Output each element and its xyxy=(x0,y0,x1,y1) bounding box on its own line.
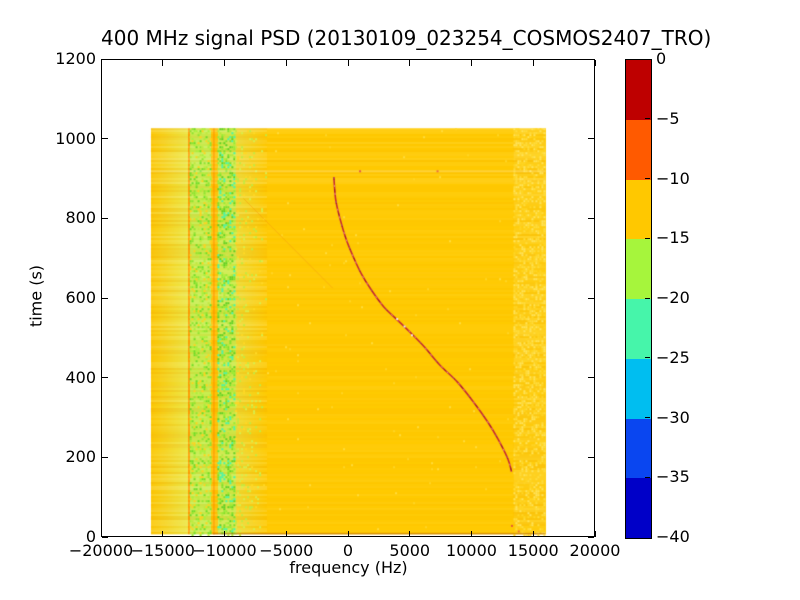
x-tick-top xyxy=(409,60,411,66)
x-tick-label: 5000 xyxy=(389,541,431,560)
colorbar-segment xyxy=(626,119,651,180)
x-tick-label: 15000 xyxy=(507,541,559,560)
colorbar-tick xyxy=(645,417,650,418)
y-tick xyxy=(102,456,108,458)
plot-title: 400 MHz signal PSD (20130109_023254_COSM… xyxy=(101,26,712,50)
y-tick-label: 1200 xyxy=(55,49,96,68)
x-tick-top xyxy=(594,60,596,66)
colorbar-segment xyxy=(626,299,651,359)
colorbar-segment xyxy=(626,60,651,120)
y-tick xyxy=(102,377,108,379)
x-tick xyxy=(224,531,225,537)
x-tick-label: −10000 xyxy=(192,541,257,560)
y-tick xyxy=(102,536,108,538)
colorbar-tick xyxy=(645,237,650,239)
x-tick xyxy=(347,531,349,537)
colorbar-tick xyxy=(645,118,650,120)
colorbar-tick-label: −10 xyxy=(656,168,690,188)
colorbar-tick-label: −15 xyxy=(656,228,690,248)
y-tick xyxy=(102,138,108,140)
x-tick-top xyxy=(224,60,225,66)
x-tick-top xyxy=(100,60,102,66)
x-tick xyxy=(532,531,534,537)
x-tick-top xyxy=(471,60,472,66)
y-tick xyxy=(102,58,108,60)
x-tick-top xyxy=(162,60,164,66)
x-tick xyxy=(162,531,164,537)
y-tick-right xyxy=(588,58,594,60)
colorbar-tick xyxy=(645,476,650,478)
y-tick-label: 800 xyxy=(65,208,96,228)
y-tick-right xyxy=(588,217,594,219)
colorbar-segment xyxy=(626,179,651,240)
colorbar-segment xyxy=(626,358,651,419)
x-tick-label: −20000 xyxy=(68,541,134,560)
colorbar-tick xyxy=(645,178,650,179)
y-tick-label: 200 xyxy=(65,447,96,467)
x-tick-label: 20000 xyxy=(569,541,621,560)
y-tick-right xyxy=(588,377,594,379)
y-tick-label: 600 xyxy=(65,288,96,307)
y-tick-label: 0 xyxy=(85,527,96,546)
x-tick xyxy=(409,531,411,537)
x-tick xyxy=(594,531,596,537)
colorbar-tick-label: −30 xyxy=(656,407,690,427)
y-tick-label: 1000 xyxy=(55,128,96,148)
colorbar-segment xyxy=(626,418,651,479)
y-tick-right xyxy=(588,536,594,538)
y-tick xyxy=(102,217,108,219)
x-axis-label: frequency (Hz) xyxy=(289,558,408,577)
plot-canvas xyxy=(102,60,594,536)
x-tick-top xyxy=(532,60,534,66)
colorbar-segment xyxy=(626,239,651,299)
colorbar-segment xyxy=(626,478,651,538)
y-tick xyxy=(102,297,108,299)
x-tick-label: −5000 xyxy=(259,541,314,560)
y-tick-right xyxy=(588,297,594,299)
colorbar-tick-label: −35 xyxy=(656,467,690,487)
colorbar-tick-label: −25 xyxy=(656,347,690,367)
colorbar-tick-label: −5 xyxy=(656,108,680,128)
x-tick-label: 0 xyxy=(342,541,354,560)
colorbar xyxy=(625,59,652,539)
x-tick-label: 10000 xyxy=(446,541,497,560)
y-tick-label: 400 xyxy=(65,367,96,387)
x-tick-top xyxy=(347,60,349,66)
x-tick-label: −15000 xyxy=(130,541,195,560)
y-tick-right xyxy=(588,456,594,458)
x-tick xyxy=(471,531,472,537)
colorbar-tick xyxy=(645,297,650,299)
x-tick xyxy=(285,531,287,537)
colorbar-tick-label: 0 xyxy=(656,49,667,68)
x-tick xyxy=(100,531,102,537)
y-tick-right xyxy=(588,138,594,140)
colorbar-tick-label: −20 xyxy=(656,288,690,307)
colorbar-tick-label: −40 xyxy=(656,527,690,546)
x-tick-top xyxy=(285,60,287,66)
colorbar-tick xyxy=(645,357,650,359)
